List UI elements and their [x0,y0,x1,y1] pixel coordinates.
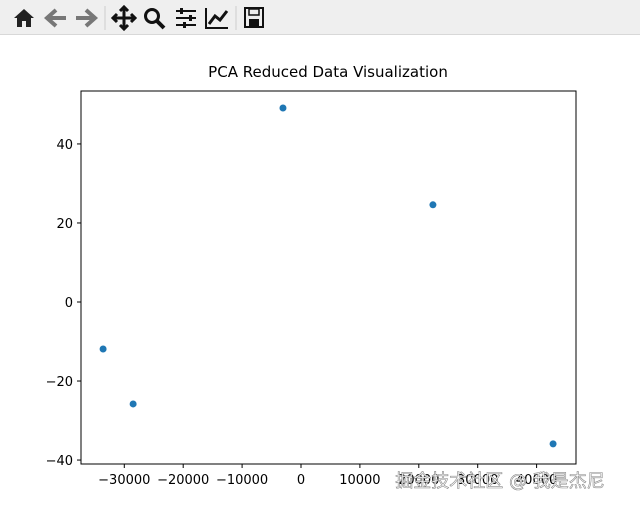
y-tick-label: −20 [46,375,73,390]
x-tick-label: −10000 [216,473,268,488]
toolbar-icons [14,4,264,32]
chart-title: PCA Reduced Data Visualization [208,63,448,81]
zoom-button[interactable] [144,8,166,30]
back-button[interactable] [43,8,66,28]
x-tick-label: 0 [297,473,305,488]
chart: PCA Reduced Data Visualization −30000 −20… [46,63,605,492]
point [99,345,107,353]
save-button[interactable] [244,7,264,28]
watermark: 掘金技术社区 @ 我是杰尼 [395,471,604,492]
axes-frame [80,90,577,465]
y-tick-label: 40 [56,138,73,153]
x-tick-label: 40000 [516,473,557,488]
point [129,400,137,408]
y-tick-label: 0 [65,296,73,311]
point [429,201,437,209]
x-tick-label: −20000 [157,473,209,488]
pan-button[interactable] [110,4,138,32]
toolbar [0,0,640,35]
forward-button[interactable] [76,8,99,28]
x-tick-label: −30000 [98,473,150,488]
x-tick-label: 10000 [339,473,380,488]
y-tick-label: 20 [56,217,73,232]
point [549,440,557,448]
home-button[interactable] [14,9,34,27]
y-tick-label: −40 [46,454,73,469]
x-tick-label: 20000 [398,473,439,488]
edit-axis-button[interactable] [205,8,229,29]
configure-button[interactable] [176,8,196,28]
point [279,104,287,112]
x-tick-label: 30000 [457,473,498,488]
